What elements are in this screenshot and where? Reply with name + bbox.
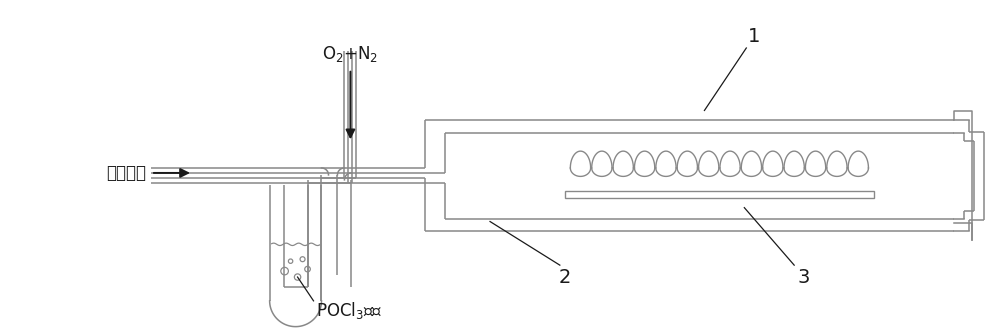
Text: 2: 2: [559, 268, 571, 286]
Text: 携带气体: 携带气体: [106, 164, 146, 182]
Text: 3: 3: [798, 268, 810, 286]
Text: O$_2$+N$_2$: O$_2$+N$_2$: [322, 44, 378, 64]
Bar: [565, 191, 874, 198]
Text: 1: 1: [748, 27, 760, 46]
Text: POCl$_3$溶液: POCl$_3$溶液: [316, 300, 382, 321]
